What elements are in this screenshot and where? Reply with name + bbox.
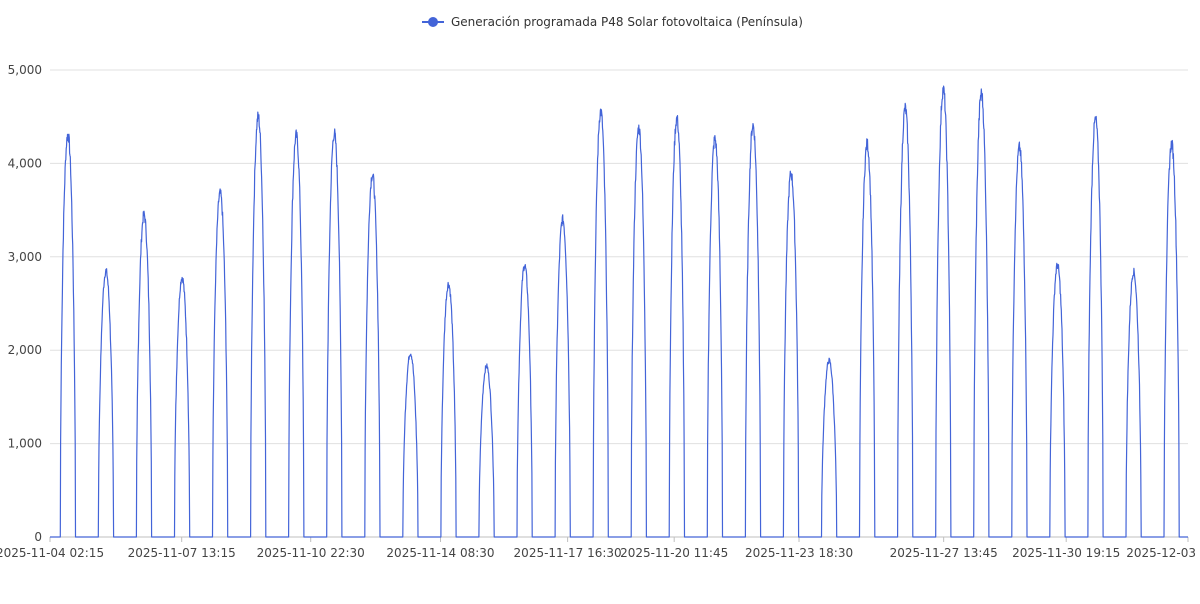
x-tick-label: 2025-11-10 22:30 [257, 546, 365, 560]
x-tick-label: 2025-11-14 08:30 [386, 546, 494, 560]
x-tick-label: 2025-11-30 19:15 [1012, 546, 1120, 560]
legend[interactable]: Generación programada P48 Solar fotovolt… [422, 15, 803, 29]
grid [50, 69, 1188, 538]
x-tick-label: 2025-11-04 02:15 [0, 546, 104, 560]
y-axis: 0 1,000 2,000 3,000 4,000 5,000 [8, 63, 42, 544]
y-tick-label: 2,000 [8, 343, 42, 357]
x-tick-label: 2025-11-27 13:45 [890, 546, 998, 560]
series-line [50, 85, 1188, 538]
y-tick-label: 5,000 [8, 63, 42, 77]
legend-dot-marker [428, 17, 438, 27]
x-tick-label: 2025-11-23 18:30 [745, 546, 853, 560]
y-tick-label: 1,000 [8, 437, 42, 451]
x-tick-label: 2025-11-07 13:15 [128, 546, 236, 560]
y-tick-label: 0 [34, 530, 42, 544]
series-group [50, 85, 1188, 538]
legend-label: Generación programada P48 Solar fotovolt… [451, 15, 803, 29]
x-tick-label: 2025-11-20 11:45 [620, 546, 728, 560]
x-tick-label: 2025-11-17 16:30 [514, 546, 622, 560]
y-tick-label: 4,000 [8, 156, 42, 170]
x-tick-label: 2025-12-03 [1126, 546, 1196, 560]
x-axis: 2025-11-04 02:15 2025-11-07 13:15 2025-11-… [0, 537, 1196, 560]
y-tick-label: 3,000 [8, 250, 42, 264]
